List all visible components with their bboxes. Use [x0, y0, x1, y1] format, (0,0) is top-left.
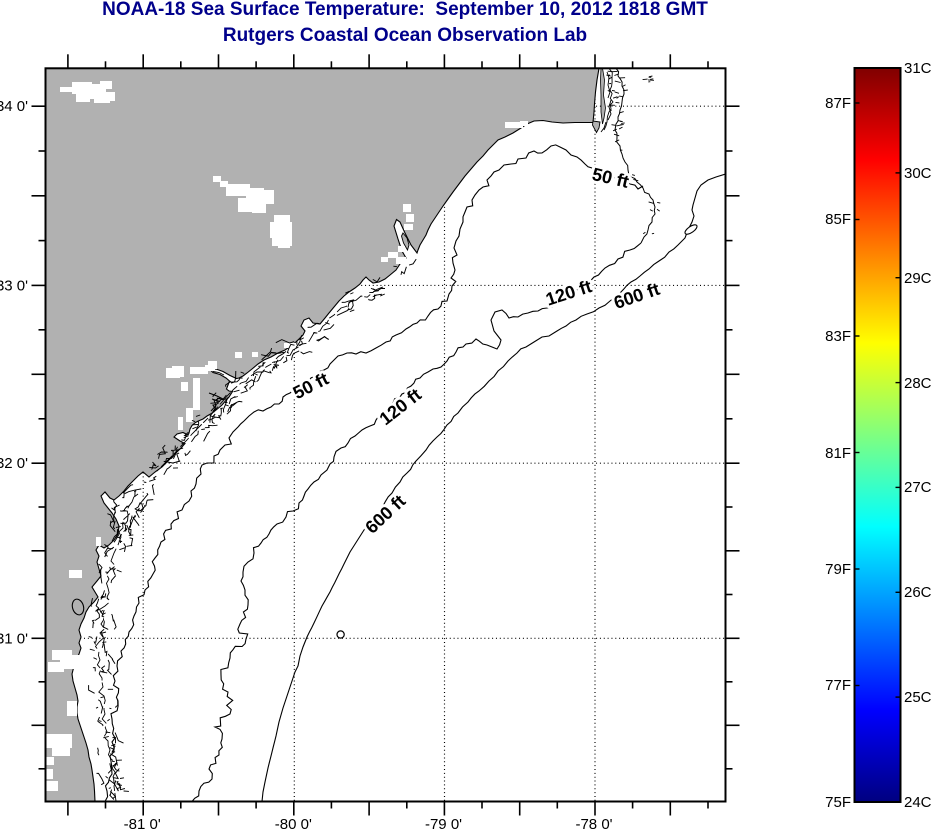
svg-text:31 0': 31 0': [0, 630, 28, 647]
svg-text:26C: 26C: [904, 584, 932, 601]
svg-text:-78 0': -78 0': [575, 816, 612, 832]
svg-text:28C: 28C: [904, 375, 932, 392]
svg-text:85F: 85F: [825, 211, 851, 228]
svg-text:30C: 30C: [904, 165, 932, 182]
svg-text:-80 0': -80 0': [275, 816, 312, 832]
svg-text:75F: 75F: [825, 794, 851, 811]
svg-text:77F: 77F: [825, 677, 851, 694]
svg-text:-81 0': -81 0': [124, 816, 161, 832]
svg-text:25C: 25C: [904, 689, 932, 706]
svg-text:34 0': 34 0': [0, 98, 28, 115]
svg-text:-79 0': -79 0': [425, 816, 462, 832]
svg-text:81F: 81F: [825, 445, 851, 462]
svg-text:87F: 87F: [825, 95, 851, 112]
svg-text:32 0': 32 0': [0, 455, 28, 472]
svg-text:27C: 27C: [904, 479, 932, 496]
svg-text:33 0': 33 0': [0, 277, 28, 294]
svg-text:24C: 24C: [904, 794, 932, 811]
svg-text:31C: 31C: [904, 60, 932, 77]
svg-text:29C: 29C: [904, 270, 932, 287]
svg-text:83F: 83F: [825, 328, 851, 345]
svg-text:79F: 79F: [825, 561, 851, 578]
